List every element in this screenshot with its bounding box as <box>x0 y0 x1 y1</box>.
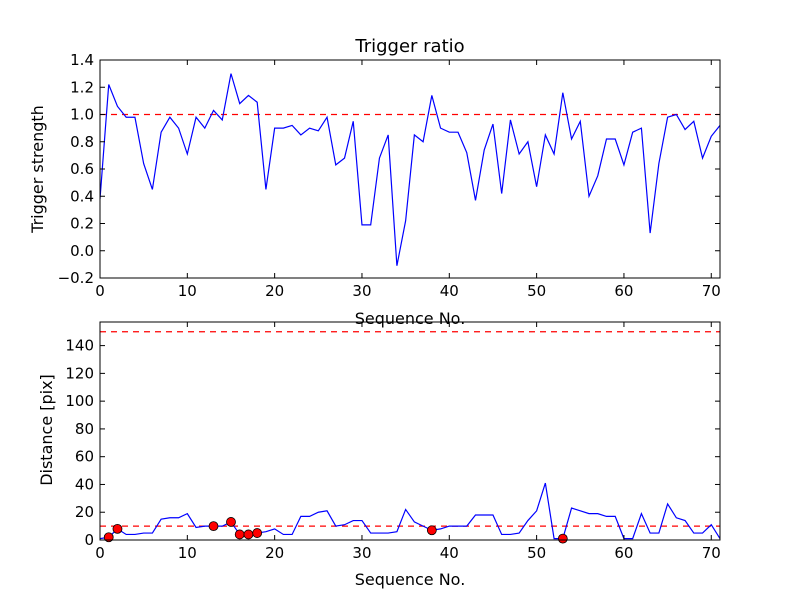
y-tick-label: 0.6 <box>70 160 94 178</box>
y-tick-label: 0.8 <box>70 133 94 151</box>
y-tick-label: 0.4 <box>70 187 94 205</box>
flagged-point-marker <box>226 517 236 527</box>
x-tick-label: 20 <box>265 544 284 562</box>
trigger-ratio-data-layer <box>100 73 720 266</box>
y-tick-label: 80 <box>75 420 94 438</box>
flagged-point-marker <box>103 532 114 543</box>
distance-series-line <box>100 482 720 540</box>
y-tick-label: 1.4 <box>70 51 94 69</box>
trigger-ratio-plot-area: 0 10 20 30 40 50 60 70 −0.2 0.0 0.2 0.4 0.6 0.8 1.0 1.2… <box>58 51 721 300</box>
y-tick-label: 0.2 <box>70 215 94 233</box>
x-axis-label: Sequence No. <box>355 570 466 589</box>
x-tick-label: 60 <box>614 282 633 300</box>
x-tick-label: 10 <box>178 282 197 300</box>
x-tick-label: 10 <box>178 544 197 562</box>
y-tick-label: 40 <box>75 475 94 493</box>
distance-panel: 0 10 20 30 40 50 60 70 0 20 40 60 80 100 120 140 Sequen… <box>37 321 721 589</box>
flagged-point-marker <box>557 533 568 544</box>
chart-title: Trigger ratio <box>354 36 464 57</box>
flagged-point-marker <box>234 529 245 540</box>
y-tick-label: 140 <box>65 337 94 355</box>
flagged-point-marker <box>112 523 123 534</box>
y-tick-label: 1.2 <box>70 78 94 96</box>
distance-plot-area: 0 10 20 30 40 50 60 70 0 20 40 60 80 100 120 140 <box>65 321 721 562</box>
y-tick-label: 60 <box>75 448 94 466</box>
flagged-point-marker <box>426 525 437 536</box>
x-tick-label: 30 <box>352 544 371 562</box>
trigger-ratio-series-line <box>100 73 720 266</box>
y-tick-label: 0.0 <box>70 242 94 260</box>
y-tick-label: 20 <box>75 503 94 521</box>
trigger-ratio-panel: Trigger ratio 0 10 20 30 40 50 60 70−0.20.00.20… <box>28 36 721 328</box>
y-axis-label: Trigger strength <box>28 105 47 234</box>
x-tick-label: 50 <box>527 544 546 562</box>
x-axis-label: Sequence No. <box>355 309 466 328</box>
x-tick-label: 40 <box>440 544 459 562</box>
y-tick-label: −0.2 <box>58 269 94 287</box>
x-tick-label: 30 <box>352 282 371 300</box>
x-tick-label: 70 <box>702 544 721 562</box>
y-tick-label: 0 <box>84 531 94 549</box>
x-tick-label: 50 <box>527 282 546 300</box>
y-tick-label: 100 <box>65 392 94 410</box>
flagged-point-marker <box>243 529 254 540</box>
x-tick-label: 0 <box>95 282 105 300</box>
flagged-point-marker <box>252 528 263 538</box>
x-tick-label: 40 <box>440 282 459 300</box>
distance-data-layer <box>100 331 720 540</box>
x-tick-label: 20 <box>265 282 284 300</box>
x-tick-label: 70 <box>702 282 721 300</box>
y-axis-label: Distance [pix] <box>37 374 56 486</box>
x-tick-label: 60 <box>614 544 633 562</box>
axes-frame <box>99 321 721 541</box>
y-tick-label: 120 <box>65 364 94 382</box>
x-tick-label: 0 <box>95 544 105 562</box>
flagged-point-marker <box>208 521 219 532</box>
y-tick-label: 1.0 <box>70 106 94 124</box>
